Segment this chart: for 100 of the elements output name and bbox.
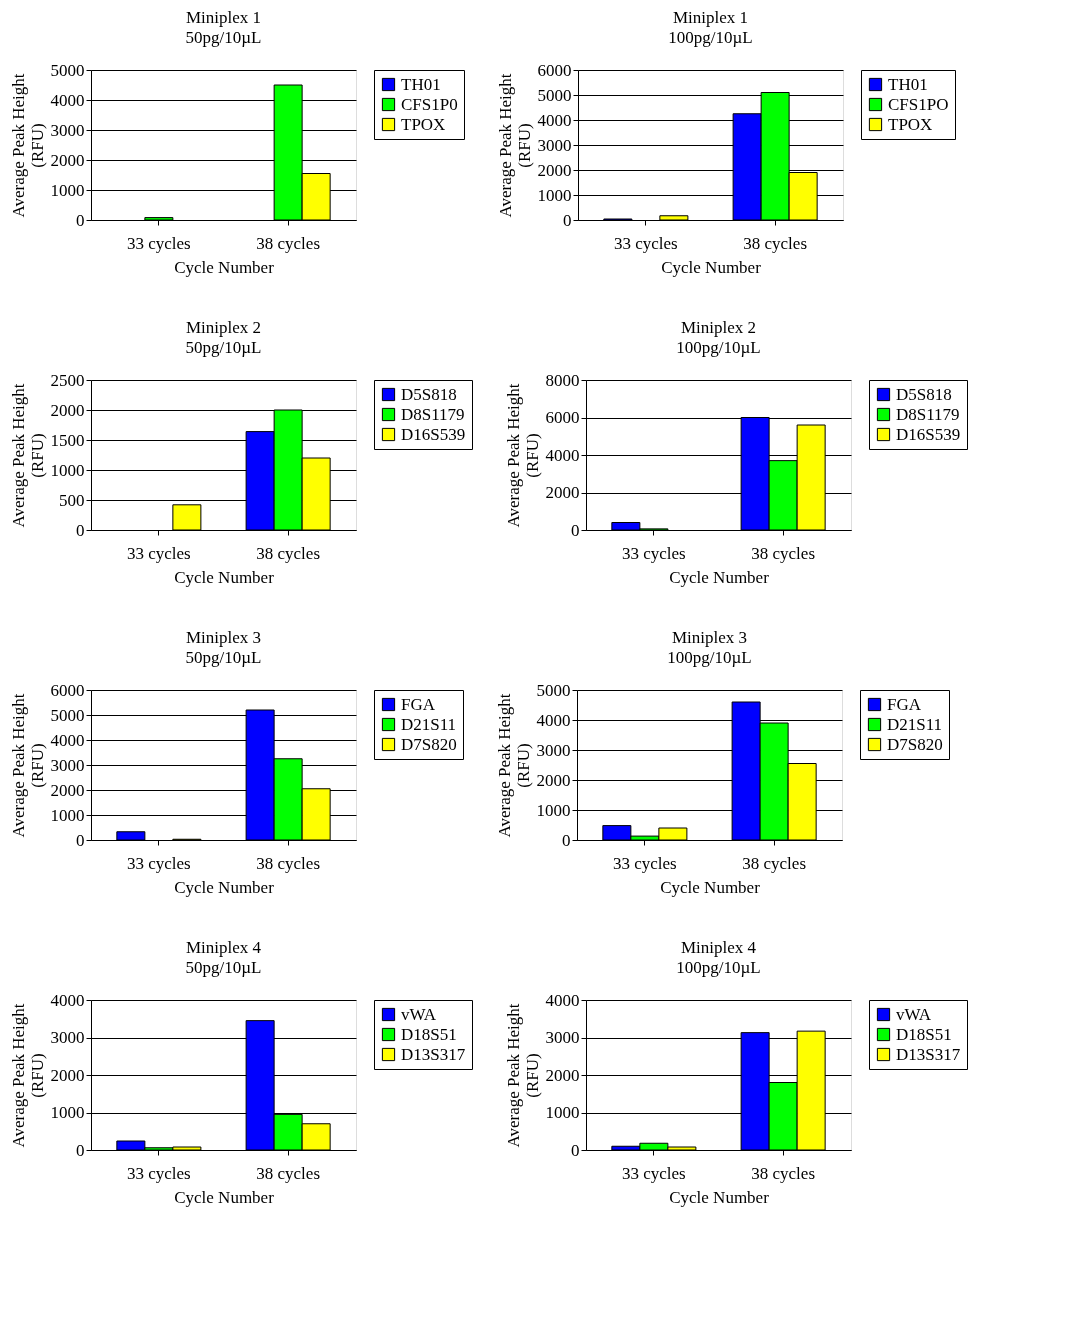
x-axis-title: Cycle Number bbox=[174, 877, 275, 897]
legend-label: D7S820 bbox=[401, 734, 457, 754]
x-tick-label: 38 cycles bbox=[256, 1163, 320, 1183]
y-axis-title: Average Peak Height (RFU) bbox=[495, 73, 534, 218]
legend-label: FGA bbox=[401, 694, 436, 714]
y-tick-label: 4000 bbox=[545, 990, 580, 1010]
legend-label: D16S539 bbox=[896, 424, 961, 444]
y-tick-label: 1500 bbox=[50, 430, 85, 450]
chart-subtitle: 100pg/10µL bbox=[668, 28, 753, 47]
y-tick-label: 2500 bbox=[50, 370, 85, 390]
x-tick-label: 33 cycles bbox=[622, 543, 686, 563]
chart-subtitle: 50pg/10µL bbox=[185, 338, 262, 357]
legend-label: D5S818 bbox=[401, 384, 457, 404]
y-axis-title: Average Peak Height (RFU) bbox=[8, 73, 47, 218]
y-tick-label: 3000 bbox=[50, 1028, 85, 1047]
legend-label: D5S818 bbox=[896, 384, 952, 404]
legend-label: D21S11 bbox=[401, 714, 457, 734]
chart-title: Miniplex 4 bbox=[680, 938, 757, 957]
x-axis-title: Cycle Number bbox=[174, 1187, 275, 1207]
y-axis-title: Average Peak Height (RFU) bbox=[8, 383, 47, 528]
y-tick-label: 1000 bbox=[50, 460, 85, 480]
legend-label: FGA bbox=[887, 694, 922, 714]
legend-label: vWA bbox=[401, 1004, 437, 1024]
y-tick-label: 2000 bbox=[50, 400, 85, 420]
y-tick-label: 6000 bbox=[537, 60, 572, 80]
y-tick-label: 5000 bbox=[50, 705, 85, 725]
chart-title: Miniplex 1 bbox=[672, 8, 749, 27]
y-axis-title: Average Peak Height (RFU) bbox=[8, 693, 47, 838]
y-tick-label: 4000 bbox=[50, 730, 85, 750]
chart-title: Miniplex 3 bbox=[185, 628, 262, 647]
y-tick-label: 4000 bbox=[50, 90, 85, 110]
chart-subtitle: 100pg/10µL bbox=[676, 958, 761, 977]
x-tick-label: 33 cycles bbox=[127, 1163, 191, 1183]
y-tick-label: 2000 bbox=[50, 780, 85, 800]
x-tick-label: 38 cycles bbox=[256, 853, 320, 873]
chart-subtitle: 50pg/10µL bbox=[185, 648, 262, 667]
legend-label: D13S317 bbox=[896, 1044, 961, 1064]
y-axis-title: Average Peak Height (RFU) bbox=[8, 1003, 47, 1148]
y-tick-label: 2000 bbox=[536, 770, 571, 790]
y-tick-label: 3000 bbox=[536, 740, 571, 760]
y-tick-label: 3000 bbox=[50, 755, 85, 775]
legend-label: D8S1179 bbox=[896, 404, 960, 424]
x-tick-label: 33 cycles bbox=[614, 233, 678, 253]
y-tick-label: 2000 bbox=[50, 150, 85, 170]
y-tick-label: 0 bbox=[562, 830, 571, 850]
legend-label: TPOX bbox=[401, 114, 446, 134]
y-tick-label: 0 bbox=[76, 1140, 85, 1160]
y-tick-label: 1000 bbox=[537, 185, 572, 205]
chart-title: Miniplex 2 bbox=[185, 318, 262, 337]
legend-label: CFS1P0 bbox=[401, 94, 458, 114]
legend-label: D16S539 bbox=[401, 424, 466, 444]
y-tick-label: 8000 bbox=[545, 370, 580, 390]
chart-subtitle: 50pg/10µL bbox=[185, 28, 262, 47]
y-tick-label: 3000 bbox=[537, 135, 572, 155]
y-tick-label: 0 bbox=[571, 520, 580, 540]
x-tick-label: 33 cycles bbox=[127, 233, 191, 253]
y-tick-label: 2000 bbox=[545, 483, 580, 502]
y-tick-label: 4000 bbox=[536, 710, 571, 730]
legend-label: D18S51 bbox=[896, 1024, 952, 1044]
y-tick-label: 4000 bbox=[537, 110, 572, 130]
y-tick-label: 0 bbox=[76, 830, 85, 850]
x-tick-label: 38 cycles bbox=[751, 543, 815, 563]
y-tick-label: 1000 bbox=[545, 1103, 580, 1122]
x-tick-label: 38 cycles bbox=[751, 1163, 815, 1183]
y-tick-label: 5000 bbox=[536, 680, 571, 700]
legend-label: CFS1PO bbox=[888, 94, 949, 114]
y-tick-label: 5000 bbox=[537, 85, 572, 105]
x-axis-title: Cycle Number bbox=[661, 257, 762, 277]
y-tick-label: 1000 bbox=[50, 180, 85, 200]
chart-title: Miniplex 1 bbox=[185, 8, 262, 27]
y-tick-label: 1000 bbox=[536, 800, 571, 820]
legend-label: D18S51 bbox=[401, 1024, 457, 1044]
x-tick-label: 33 cycles bbox=[127, 543, 191, 563]
y-tick-label: 3000 bbox=[50, 120, 85, 140]
chart-subtitle: 100pg/10µL bbox=[676, 338, 761, 357]
x-tick-label: 33 cycles bbox=[613, 853, 677, 873]
y-tick-label: 6000 bbox=[545, 408, 580, 427]
y-tick-label: 0 bbox=[563, 210, 572, 230]
x-tick-label: 33 cycles bbox=[622, 1163, 686, 1183]
chart-subtitle: 100pg/10µL bbox=[667, 648, 752, 667]
y-tick-label: 4000 bbox=[50, 990, 85, 1010]
y-tick-label: 1000 bbox=[50, 805, 85, 825]
chart-title: Miniplex 4 bbox=[185, 938, 262, 957]
legend-label: TH01 bbox=[401, 74, 441, 94]
x-axis-title: Cycle Number bbox=[669, 567, 770, 587]
y-axis-title: Average Peak Height (RFU) bbox=[503, 383, 542, 528]
x-tick-label: 38 cycles bbox=[742, 853, 806, 873]
chart-subtitle: 50pg/10µL bbox=[185, 958, 262, 977]
x-axis-title: Cycle Number bbox=[174, 257, 275, 277]
y-tick-label: 500 bbox=[59, 490, 85, 510]
legend-label: D8S1179 bbox=[401, 404, 465, 424]
chart-title: Miniplex 2 bbox=[680, 318, 757, 337]
x-axis-title: Cycle Number bbox=[174, 567, 275, 587]
y-axis-title: Average Peak Height (RFU) bbox=[494, 693, 533, 838]
y-axis-title: Average Peak Height (RFU) bbox=[503, 1003, 542, 1148]
y-tick-label: 2000 bbox=[50, 1065, 85, 1085]
chart-title: Miniplex 3 bbox=[671, 628, 748, 647]
legend-label: D21S11 bbox=[887, 714, 943, 734]
y-tick-label: 1000 bbox=[50, 1103, 85, 1122]
x-axis-title: Cycle Number bbox=[669, 1187, 770, 1207]
